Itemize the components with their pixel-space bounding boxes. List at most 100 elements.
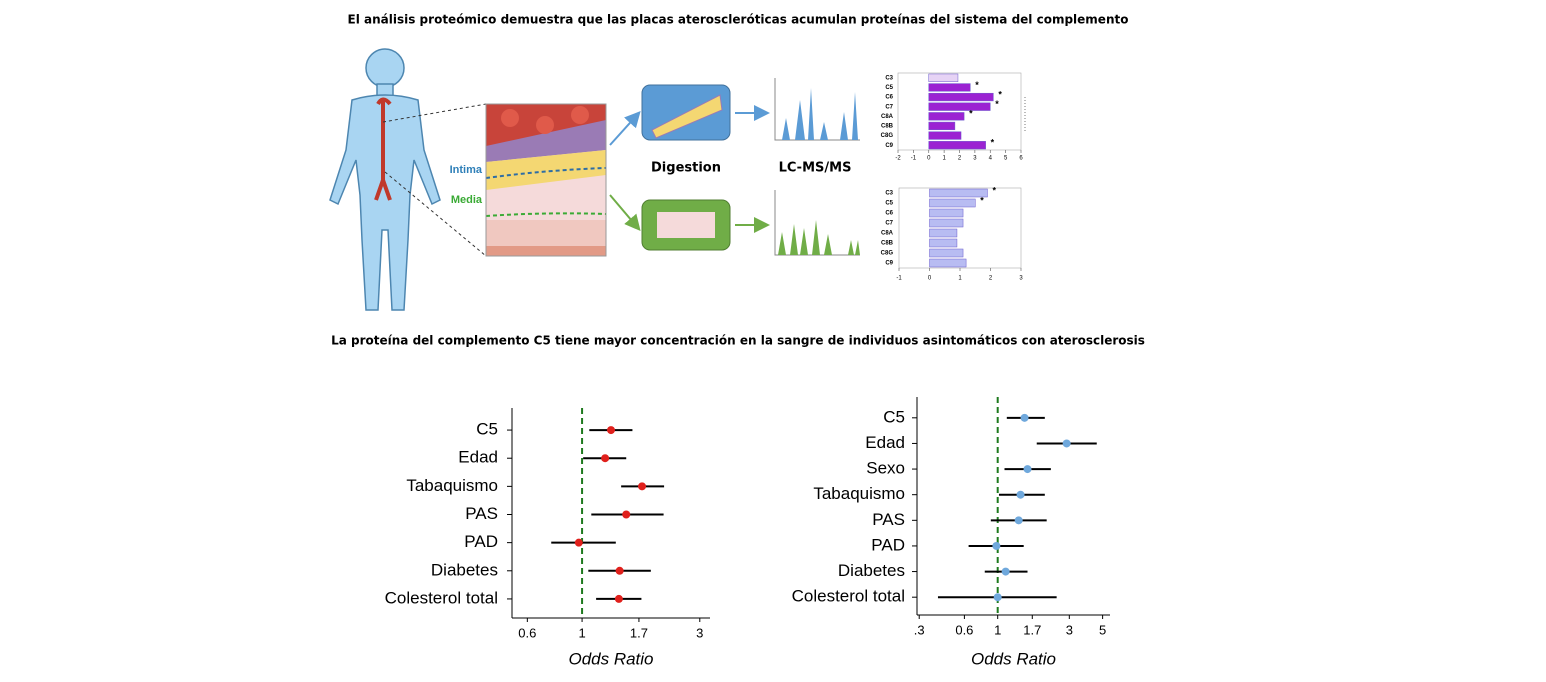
x-tick-label: -1 (896, 276, 902, 282)
bar (928, 73, 959, 82)
category-label: C7 (885, 221, 893, 227)
x-tick-label: 2 (958, 156, 962, 162)
aorta (374, 97, 392, 201)
bar (929, 248, 964, 258)
category-label: C5 (885, 201, 893, 207)
category-label: Diabetes (431, 560, 498, 579)
category-label: C6 (885, 95, 893, 101)
bar (929, 228, 958, 238)
x-tick-label: 2 (989, 276, 993, 282)
subtitle: La proteína del complemento C5 tiene may… (331, 334, 1145, 348)
x-tick-label: 4 (989, 156, 993, 162)
category-label: C7 (885, 104, 893, 110)
category-label: C5 (476, 420, 498, 439)
x-tick-label: 5 (1099, 622, 1106, 637)
category-label: C8G (881, 251, 894, 257)
category-label: C8B (881, 124, 894, 130)
x-tick-label: 0.6 (518, 625, 536, 640)
x-tick-label: -2 (895, 156, 901, 162)
x-tick-label: 1 (578, 625, 585, 640)
category-label: C9 (885, 261, 893, 267)
spectrum (774, 190, 860, 256)
category-label: C8A (881, 114, 894, 120)
x-tick-label: 3 (1066, 622, 1073, 637)
lcms-label: LC-MS/MS (779, 161, 852, 176)
significance-marker: * (969, 109, 973, 119)
bar (928, 102, 991, 111)
category-label: C5 (885, 85, 893, 91)
arrow (609, 111, 641, 146)
x-tick-label: 1 (942, 156, 946, 162)
title: El análisis proteómico demuestra que las… (348, 13, 1129, 27)
bar (929, 238, 958, 248)
significance-marker: * (992, 185, 996, 195)
point-estimate (607, 426, 616, 435)
x-tick-label: 3 (696, 625, 703, 640)
bar (929, 218, 964, 228)
point-estimate (1016, 490, 1025, 499)
x-tick-label: -1 (911, 156, 917, 162)
point-estimate (638, 482, 647, 491)
point-estimate (993, 593, 1002, 602)
point-estimate (1062, 439, 1071, 448)
x-axis-label: Odds Ratio (568, 649, 653, 668)
bar (928, 131, 962, 140)
x-tick-label: 1.7 (1023, 622, 1041, 637)
bar (929, 198, 976, 208)
category-label: PAS (872, 510, 905, 529)
point-estimate (1014, 516, 1023, 525)
body-illustration (329, 48, 441, 311)
significance-marker: * (998, 89, 1002, 99)
category-label: C8B (881, 241, 894, 247)
intima-label: Intima (450, 164, 483, 176)
x-tick-label: 3 (973, 156, 977, 162)
x-tick-label: .3 (914, 622, 925, 637)
point-estimate (601, 454, 610, 463)
category-label: C3 (885, 191, 893, 197)
point-estimate (1001, 567, 1010, 576)
x-tick-label: 6 (1019, 156, 1023, 162)
x-tick-label: 0 (928, 276, 932, 282)
category-label: C8A (881, 231, 894, 237)
category-label: C3 (885, 75, 893, 81)
spectrum (774, 78, 860, 141)
category-label: C6 (885, 211, 893, 217)
bar (928, 92, 994, 102)
significance-marker: * (980, 195, 984, 205)
bar (928, 141, 986, 150)
significance-marker: * (991, 138, 995, 148)
significance-marker: * (995, 99, 999, 109)
sample (651, 94, 723, 139)
category-label: Tabaquismo (813, 484, 905, 503)
point-estimate (992, 541, 1001, 550)
bar (929, 258, 967, 268)
category-label: PAD (464, 532, 498, 551)
significance-marker: * (975, 80, 979, 90)
x-tick-label: 1.7 (630, 625, 648, 640)
x-tick-label: 1 (994, 622, 1001, 637)
x-tick-label: 1 (958, 276, 962, 282)
x-tick-label: 0.6 (955, 622, 973, 637)
category-label: PAD (871, 535, 905, 554)
bar (929, 188, 988, 198)
category-label: Tabaquismo (406, 476, 498, 495)
arrow (609, 194, 641, 232)
category-label: Colesterol total (385, 588, 498, 607)
category-label: C9 (885, 143, 893, 149)
category-label: C5 (883, 407, 905, 426)
sample (657, 212, 715, 238)
category-label: Diabetes (838, 561, 905, 580)
bar (928, 83, 971, 92)
zoom-line (384, 171, 487, 257)
media-label: Media (451, 194, 483, 206)
x-axis-label: Odds Ratio (971, 649, 1056, 668)
point-estimate (1020, 413, 1029, 422)
category-label: Colesterol total (792, 587, 905, 606)
point-estimate (615, 566, 624, 575)
bar (928, 121, 956, 131)
x-tick-label: 0 (927, 156, 931, 162)
point-estimate (614, 594, 623, 603)
x-tick-label: 3 (1019, 276, 1023, 282)
category-label: Edad (458, 448, 498, 467)
